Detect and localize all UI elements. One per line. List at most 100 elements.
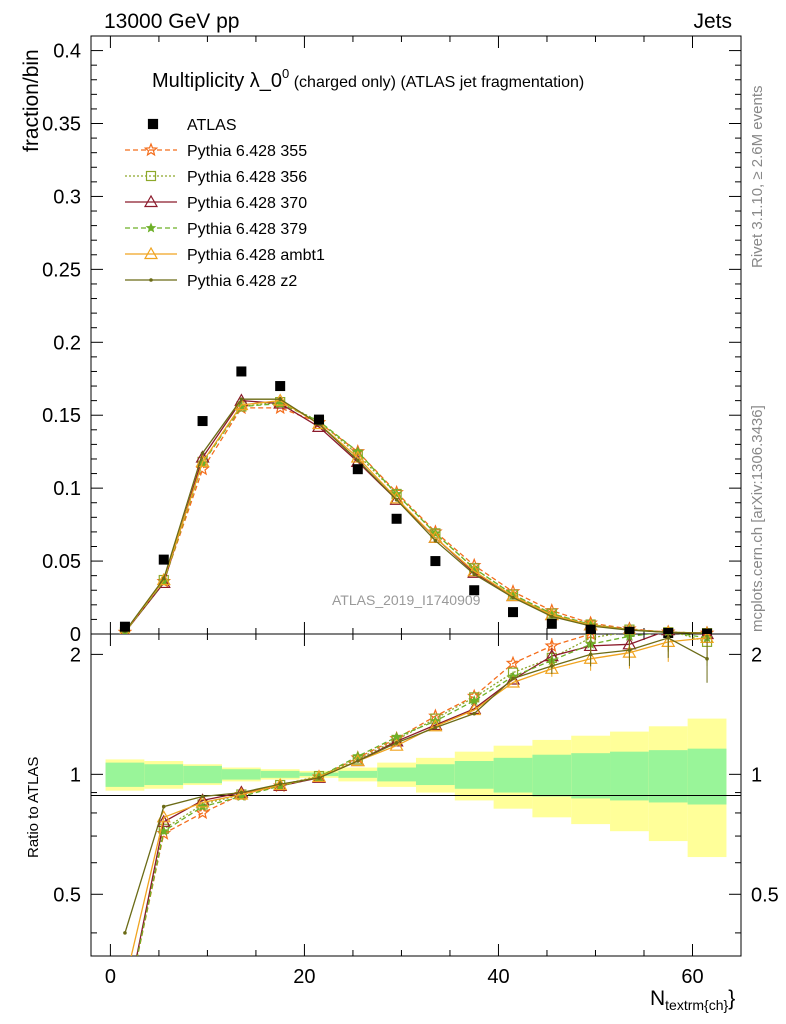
series-marker-5 <box>161 576 166 581</box>
band-inner-2 <box>183 765 222 784</box>
x-axis-label-close: } <box>728 987 735 1010</box>
ratio-marker-5 <box>588 652 593 657</box>
data-point <box>391 513 402 524</box>
ratio-line-4 <box>130 637 708 956</box>
data-points <box>119 366 713 639</box>
ratio-y-axis-label: Ratio to ATLAS <box>25 757 42 858</box>
ratio-tick-label-left: 1 <box>70 764 81 786</box>
x-axis-label: Ntextrm{ch}} <box>650 987 735 1013</box>
data-point <box>702 628 713 639</box>
legend-marker-data <box>147 118 159 130</box>
ratio-marker-4 <box>389 738 404 751</box>
ratio-line-5 <box>124 637 708 934</box>
ratio-line-3 <box>136 634 708 956</box>
band-inner-0 <box>105 762 145 787</box>
legend-marker-0 <box>143 142 159 157</box>
ratio-marker-1 <box>120 1010 129 1019</box>
main-axis-ticks: 0 0.05 0.1 0.15 0.2 0.25 0.3 0.35 0.4 <box>42 35 741 646</box>
ratio-marker-4 <box>119 977 131 988</box>
y-tick-label: 0.2 <box>53 332 81 354</box>
data-point <box>158 554 169 565</box>
ratio-uncertainty-bands <box>105 718 727 858</box>
series-marker-5 <box>394 498 399 502</box>
ratio-line-0 <box>136 634 598 956</box>
data-point <box>663 627 674 638</box>
x-tick-label: 0 <box>105 966 116 988</box>
y-tick-label: 0.4 <box>53 41 81 63</box>
series-marker-4 <box>156 572 171 586</box>
series-marker-5 <box>433 538 438 543</box>
x-axis-label-main: N <box>650 987 665 1010</box>
y-tick-label: 0.3 <box>53 186 81 208</box>
legend-label-4: Pythia 6.428 ambt1 <box>187 247 325 264</box>
series-line-3 <box>124 402 708 634</box>
legend-label-3: Pythia 6.428 379 <box>187 221 307 238</box>
y-tick-label: 0.1 <box>53 478 81 500</box>
rivet-version-label: Rivet 3.1.10, ≥ 2.6M events <box>749 86 766 269</box>
x-tick-label: 40 <box>487 966 509 988</box>
legend-marker-4 <box>143 246 159 260</box>
ratio-plot-series <box>119 634 715 1019</box>
ratio-tick-label-left: 0.5 <box>53 884 81 906</box>
legend-marker-2 <box>143 194 159 208</box>
ratio-marker-5 <box>239 790 244 795</box>
ratio-marker-4 <box>428 719 443 732</box>
data-point <box>469 585 480 596</box>
legend-marker-1 <box>145 170 157 182</box>
ratio-tick-label-right: 2 <box>751 644 762 666</box>
ratio-marker-3 <box>664 634 672 637</box>
y-tick-label: 0.05 <box>42 551 81 573</box>
series-line-0 <box>124 407 708 634</box>
ratio-tick-label-right: 1 <box>751 764 762 786</box>
chart-title-rest: (charged only) (ATLAS jet fragmentation) <box>289 74 584 91</box>
x-tick-label: 20 <box>293 966 315 988</box>
band-inner-14 <box>648 750 688 803</box>
band-inner-8 <box>416 764 455 786</box>
band-inner-3 <box>221 769 261 780</box>
legend: ATLAS Pythia 6.428 355 Pythia 6.428 356 Pyt… <box>125 117 325 290</box>
data-point <box>275 381 286 392</box>
series-marker-4 <box>273 393 288 406</box>
ratio-marker-0 <box>195 805 210 820</box>
y-tick-label: 0.25 <box>42 259 81 281</box>
chart-title-main: Multiplicity λ_0 <box>152 70 282 92</box>
ratio-marker-5 <box>511 676 515 681</box>
data-point <box>585 624 596 635</box>
ratio-marker-5 <box>123 931 127 935</box>
band-inner-13 <box>610 751 649 801</box>
legend-marker-3 <box>145 222 157 233</box>
ratio-marker-5 <box>278 782 282 786</box>
header-process-label: 13000 GeV pp <box>104 10 239 33</box>
data-point <box>119 621 130 632</box>
series-marker-5 <box>278 397 282 401</box>
ratio-marker-4 <box>195 795 210 808</box>
ratio-tick-label-left: 2 <box>70 644 81 666</box>
series-marker-2 <box>389 492 404 505</box>
ratio-marker-2 <box>428 717 443 731</box>
data-point <box>624 626 635 637</box>
series-marker-5 <box>511 595 515 600</box>
ratio-marker-0 <box>505 655 521 670</box>
ratio-marker-5 <box>666 636 671 640</box>
legend-marker-5 <box>149 278 153 282</box>
ratio-line-2 <box>136 634 707 956</box>
header-observable-label: Jets <box>693 10 732 33</box>
y-axis-label: fraction/bin <box>20 49 43 152</box>
data-point <box>508 607 519 618</box>
band-inner-9 <box>454 761 494 789</box>
data-point <box>313 414 324 425</box>
band-inner-1 <box>144 764 184 786</box>
ratio-tick-label-right: 0.5 <box>751 884 779 906</box>
band-inner-7 <box>377 767 416 782</box>
series-marker-5 <box>550 614 554 619</box>
band-inner-6 <box>338 770 378 778</box>
ratio-marker-5 <box>200 794 205 799</box>
data-point <box>546 618 557 629</box>
ratio-marker-2 <box>119 1008 131 1019</box>
data-point <box>236 366 247 377</box>
series-marker-5 <box>239 397 244 401</box>
series-marker-5 <box>472 572 477 576</box>
band-inner-11 <box>532 754 572 797</box>
chart-title: Multiplicity λ_00 (charged only) (ATLAS … <box>152 66 584 92</box>
legend-label-2: Pythia 6.428 370 <box>187 195 307 212</box>
